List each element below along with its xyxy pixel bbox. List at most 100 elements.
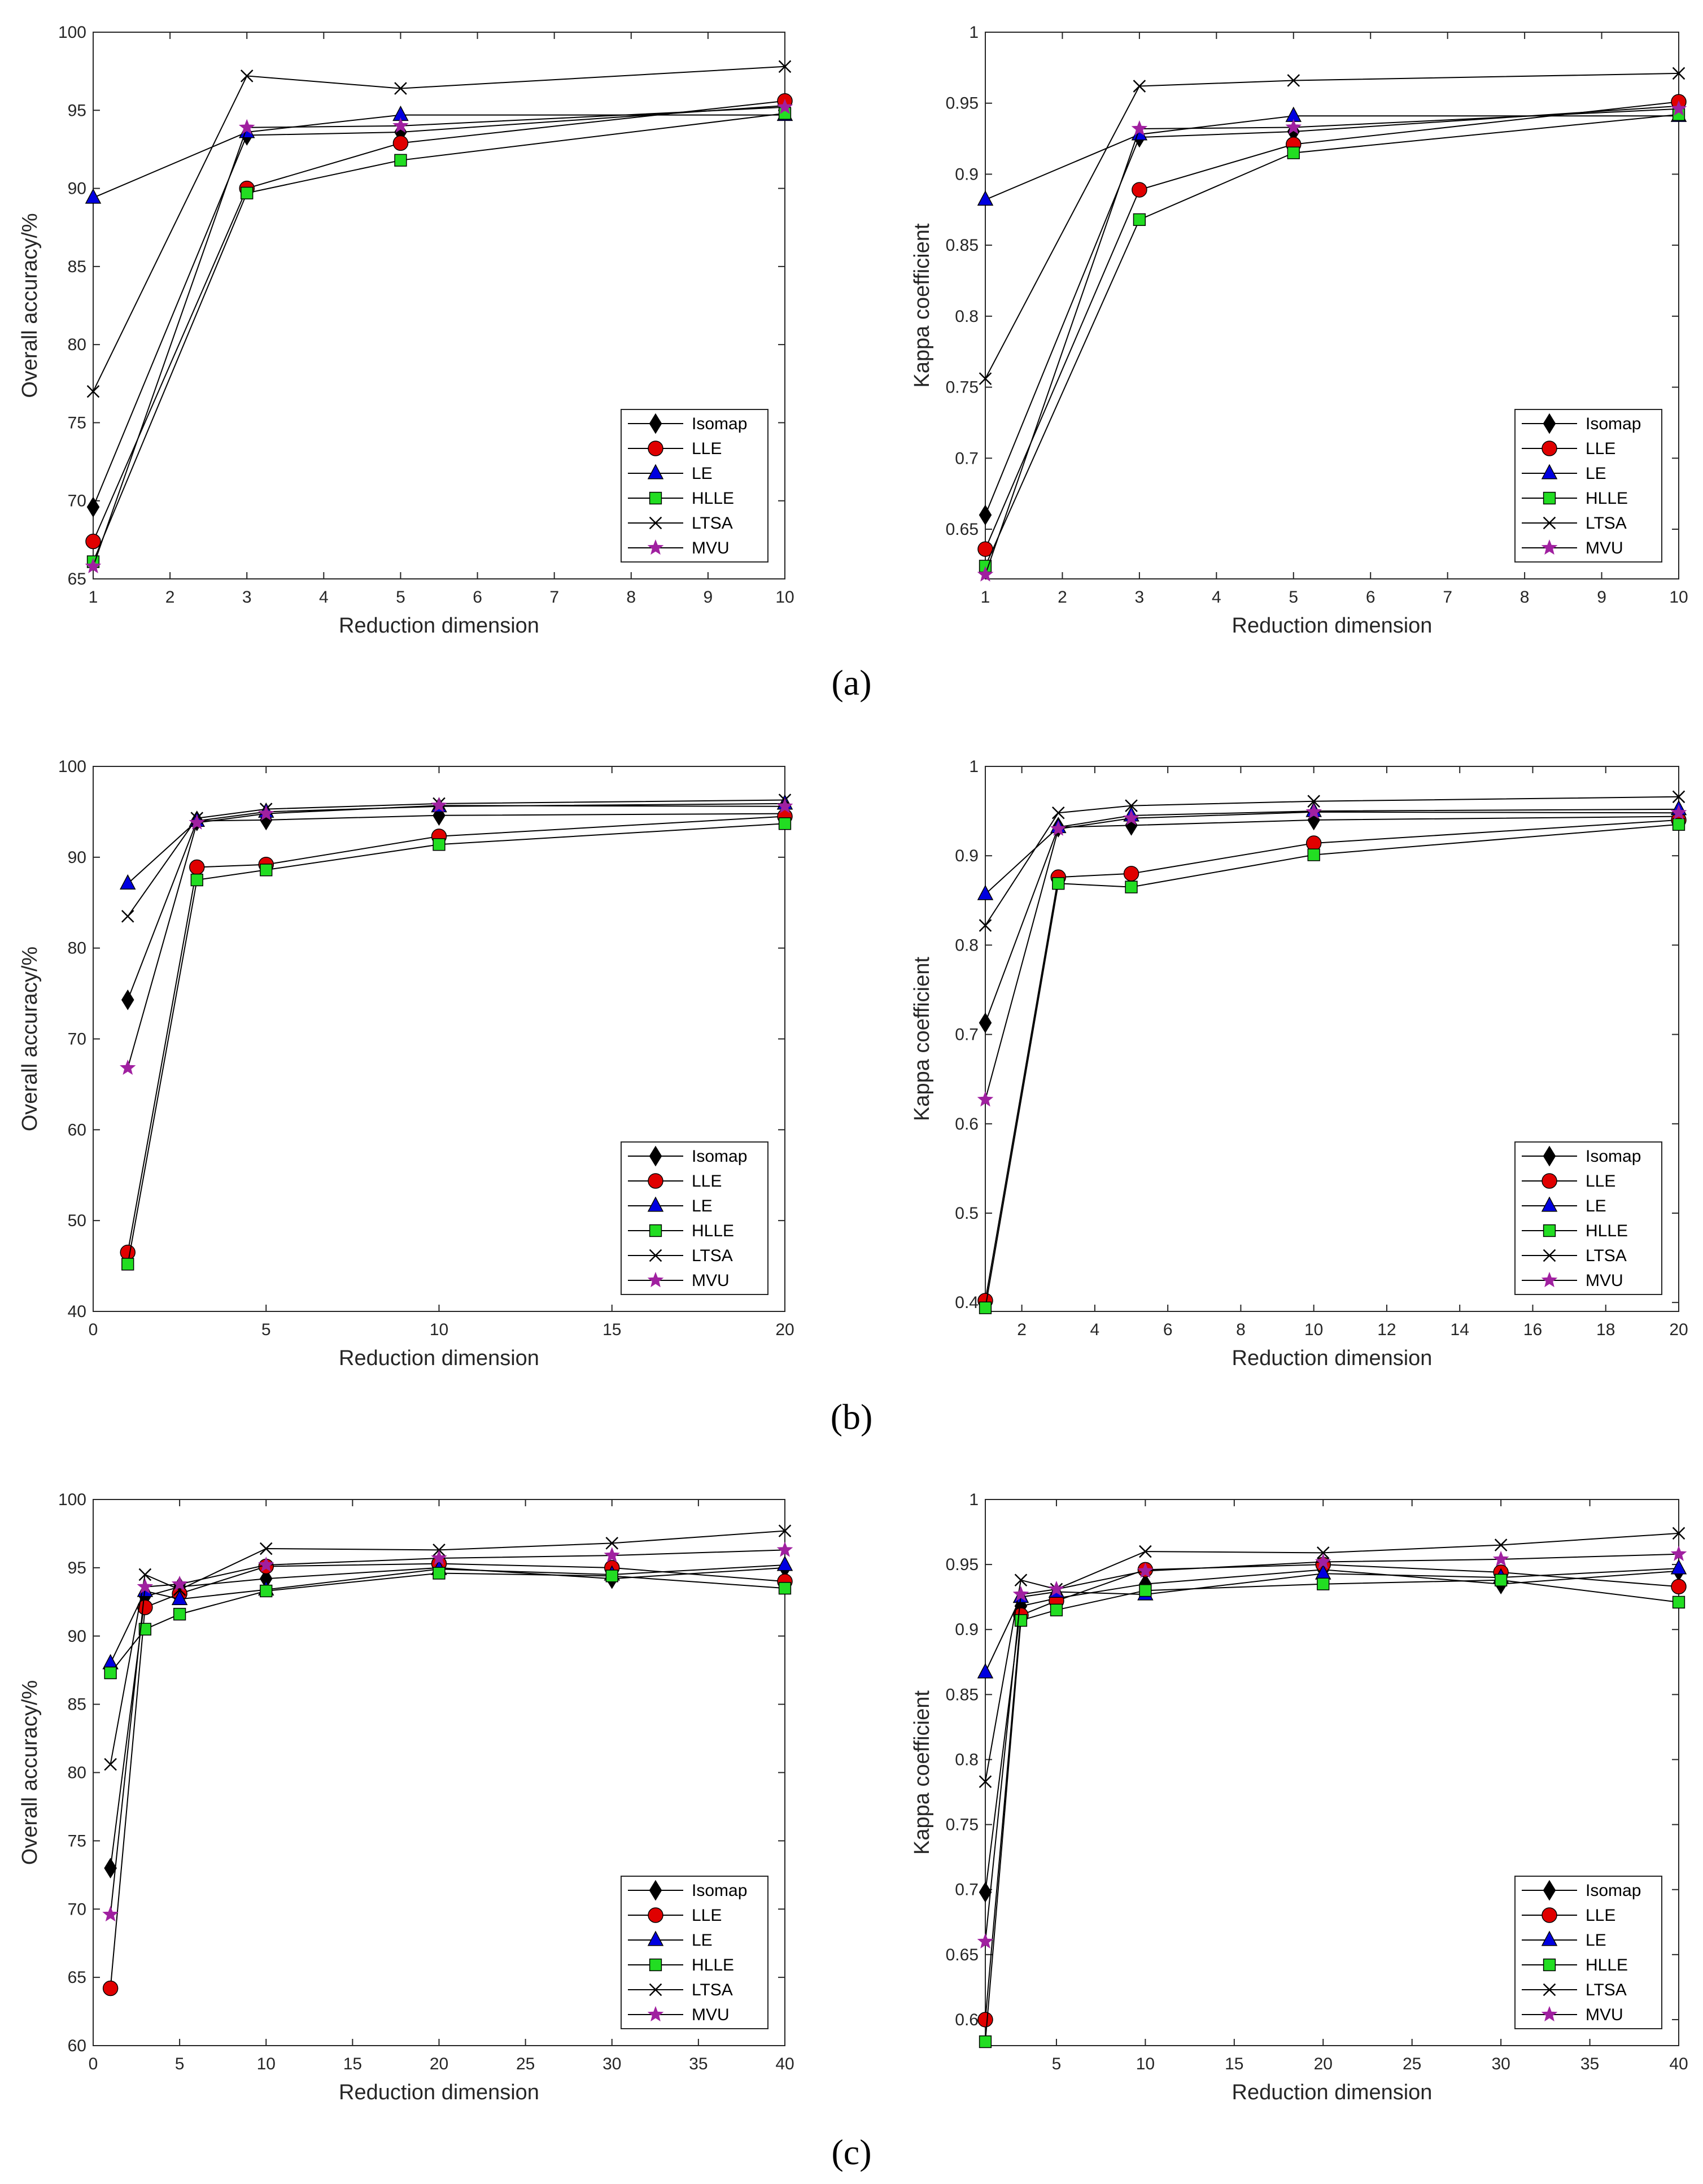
legend-label-le: LE xyxy=(692,1197,713,1215)
legend-marker-lle xyxy=(648,1907,663,1923)
legend-label-isomap: Isomap xyxy=(692,1147,747,1166)
series-line-isomap xyxy=(985,105,1679,516)
y-axis-label: Kappa coefficient xyxy=(910,223,934,387)
data-point-mvu xyxy=(1131,120,1148,136)
y-tick-label: 50 xyxy=(68,1211,86,1230)
legend-marker-lle xyxy=(1542,441,1557,456)
y-tick-label: 0.7 xyxy=(955,1026,979,1044)
x-tick-label: 6 xyxy=(1366,588,1376,607)
chart-c-accuracy: 0 5 10 15 20 25 30 35 40 60 65 70 75 80 85 90 95 100 Reduc… xyxy=(18,1490,794,2104)
legend-marker-le xyxy=(647,1930,664,1946)
x-tick-label: 15 xyxy=(602,1320,621,1339)
x-tick-label: 3 xyxy=(1135,588,1145,607)
x-tick-label: 8 xyxy=(1520,588,1530,607)
y-tick-label: 1 xyxy=(969,23,979,42)
data-point-ltsa xyxy=(1494,1538,1508,1551)
data-point-lle xyxy=(1132,182,1147,198)
data-point-mvu xyxy=(119,1059,136,1075)
x-tick-label: 30 xyxy=(1491,2055,1510,2073)
x-tick-label: 10 xyxy=(1136,2055,1155,2073)
data-point-lle xyxy=(1305,835,1322,851)
data-point-hlle xyxy=(1494,1573,1508,1586)
legend-marker-lle xyxy=(648,441,663,456)
data-point-mvu xyxy=(171,1575,188,1592)
data-point-mvu xyxy=(1492,1550,1509,1567)
legend-marker-isomap xyxy=(649,413,662,434)
y-tick-label: 65 xyxy=(68,570,86,588)
data-point-mvu xyxy=(257,1557,274,1572)
y-tick-label: 0.8 xyxy=(955,1750,979,1769)
y-tick-label: 90 xyxy=(68,1627,86,1646)
data-point-hlle xyxy=(121,1258,134,1271)
legend-marker-le xyxy=(1541,464,1558,479)
legend-box xyxy=(1514,1141,1662,1295)
data-point-mvu xyxy=(1123,809,1139,825)
data-point-le xyxy=(776,1555,793,1571)
legend-marker-le xyxy=(1541,1196,1558,1212)
data-point-lle xyxy=(102,1980,119,1996)
data-point-mvu xyxy=(1012,1586,1029,1602)
x-tick-label: 1 xyxy=(981,588,990,607)
data-point-mvu xyxy=(1137,1562,1154,1578)
y-tick-label: 1 xyxy=(969,1490,979,1509)
panel-label-c: (c) xyxy=(831,2132,871,2172)
data-point-mvu xyxy=(977,566,994,582)
data-point-ltsa xyxy=(1125,799,1138,812)
x-tick-label: 20 xyxy=(775,1320,794,1339)
data-point-lle xyxy=(977,2012,993,2028)
data-point-mvu xyxy=(257,805,274,821)
x-tick-label: 20 xyxy=(430,2055,448,2073)
data-point-mvu xyxy=(977,1933,994,1949)
x-tick-label: 2 xyxy=(1017,1320,1027,1339)
y-tick-label: 70 xyxy=(68,1030,86,1049)
y-tick-label: 65 xyxy=(68,1968,86,1987)
legend-marker-isomap xyxy=(1543,1145,1556,1167)
legend-marker-mvu xyxy=(1541,2006,1558,2022)
x-tick-label: 8 xyxy=(626,588,636,607)
data-point-ltsa xyxy=(605,1537,619,1550)
x-tick-label: 10 xyxy=(430,1320,448,1339)
legend-label-lle: LLE xyxy=(1586,439,1615,458)
legend-label-hlle: HLLE xyxy=(1586,1222,1628,1240)
data-point-ltsa xyxy=(1139,1545,1152,1558)
data-point-hlle xyxy=(1050,1603,1063,1616)
series-line-hlle xyxy=(93,112,785,562)
data-point-mvu xyxy=(189,814,206,830)
y-tick-label: 80 xyxy=(68,1764,86,1782)
x-tick-label: 40 xyxy=(775,2055,794,2073)
y-tick-label: 0.95 xyxy=(946,94,979,113)
x-tick-label: 6 xyxy=(473,588,482,607)
x-axis-label: Reduction dimension xyxy=(339,2081,539,2104)
legend-marker-mvu xyxy=(1541,539,1558,555)
x-tick-label: 10 xyxy=(775,588,794,607)
x-tick-label: 8 xyxy=(1236,1320,1246,1339)
y-tick-label: 85 xyxy=(68,1695,86,1714)
y-tick-label: 0.8 xyxy=(955,307,979,326)
data-point-hlle xyxy=(1014,1614,1028,1627)
legend-box xyxy=(621,1141,768,1295)
data-point-ltsa xyxy=(778,60,792,73)
legend-label-hlle: HLLE xyxy=(1586,1956,1628,1974)
data-point-mvu xyxy=(1315,1553,1331,1569)
legend-marker-hlle xyxy=(649,491,662,505)
legend-marker-isomap xyxy=(649,1880,662,1901)
x-tick-label: 4 xyxy=(1090,1320,1100,1339)
legend-label-ltsa: LTSA xyxy=(1586,1981,1627,1999)
x-tick-label: 9 xyxy=(1597,588,1606,607)
x-tick-label: 40 xyxy=(1669,2055,1688,2073)
data-point-isomap xyxy=(121,989,134,1010)
series-line-mvu xyxy=(985,108,1679,575)
x-tick-label: 18 xyxy=(1596,1320,1615,1339)
data-point-mvu xyxy=(137,1578,154,1594)
data-point-hlle xyxy=(1317,1577,1330,1590)
legend-label-mvu: MVU xyxy=(1586,2006,1623,2024)
x-tick-label: 9 xyxy=(704,588,713,607)
legend-label-hlle: HLLE xyxy=(692,1956,734,1974)
series-line-mvu xyxy=(93,106,785,567)
series-line-lle xyxy=(985,101,1679,550)
x-axis-label: Reduction dimension xyxy=(1232,2081,1433,2104)
y-tick-label: 0.95 xyxy=(946,1555,979,1574)
y-tick-label: 100 xyxy=(58,23,86,42)
data-point-ltsa xyxy=(240,69,254,82)
